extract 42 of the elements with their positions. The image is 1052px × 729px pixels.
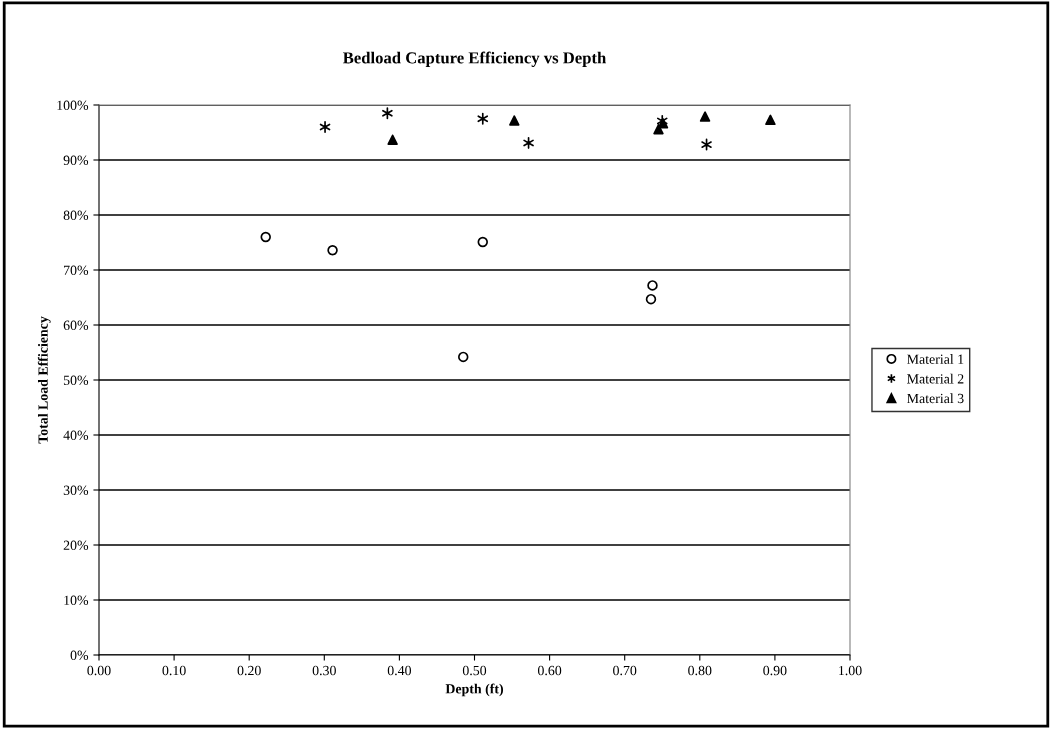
point (699, 111, 711, 122)
y-tick-label: 100% (57, 100, 89, 110)
point (387, 134, 398, 145)
point (319, 121, 331, 133)
point (523, 136, 534, 149)
y-tick-label: 0% (70, 650, 89, 660)
x-tick-label: 0.50 (462, 665, 487, 676)
x-tick-label: 1.00 (839, 665, 862, 676)
point (458, 351, 469, 363)
y-axis-title: Total Load Efficiency (37, 316, 51, 444)
y-tick-label: 10% (64, 595, 89, 605)
y-tick-label: 90% (63, 155, 89, 165)
point (260, 231, 271, 243)
point (327, 244, 338, 256)
x-tick-label: 0.80 (688, 665, 712, 676)
point (701, 138, 712, 151)
x-tick-label: 0.90 (763, 665, 787, 676)
point (647, 280, 658, 291)
y-tick-label: 40% (63, 430, 89, 440)
x-axis-title: Depth (ft) (445, 683, 504, 697)
x-tick-label: 0.70 (613, 665, 637, 676)
point (645, 293, 657, 305)
y-tick-label: 20% (63, 540, 89, 550)
point (477, 112, 489, 125)
y-tick-label: 70% (64, 265, 89, 275)
chart-title: Bedload Capture Efficiency vs Depth (342, 51, 607, 67)
legend-label: Material 1 (907, 354, 964, 364)
x-tick-label: 0.40 (387, 665, 412, 676)
point (509, 115, 520, 126)
y-tick-label: 30% (63, 485, 89, 495)
y-tick-label: 60% (63, 320, 89, 330)
point (477, 236, 488, 248)
x-tick-label: 0.20 (237, 665, 261, 676)
legend-label: Material 2 (907, 373, 964, 384)
x-tick-label: 0.00 (87, 665, 111, 676)
x-tick-label: 0.10 (162, 665, 186, 676)
point (765, 114, 776, 126)
y-tick-label: 80% (63, 210, 89, 220)
y-tick-label: 50% (63, 375, 89, 385)
x-tick-label: 0.30 (312, 665, 336, 676)
legend-label: Material 3 (907, 393, 964, 404)
x-tick-label: 0.60 (537, 665, 562, 676)
